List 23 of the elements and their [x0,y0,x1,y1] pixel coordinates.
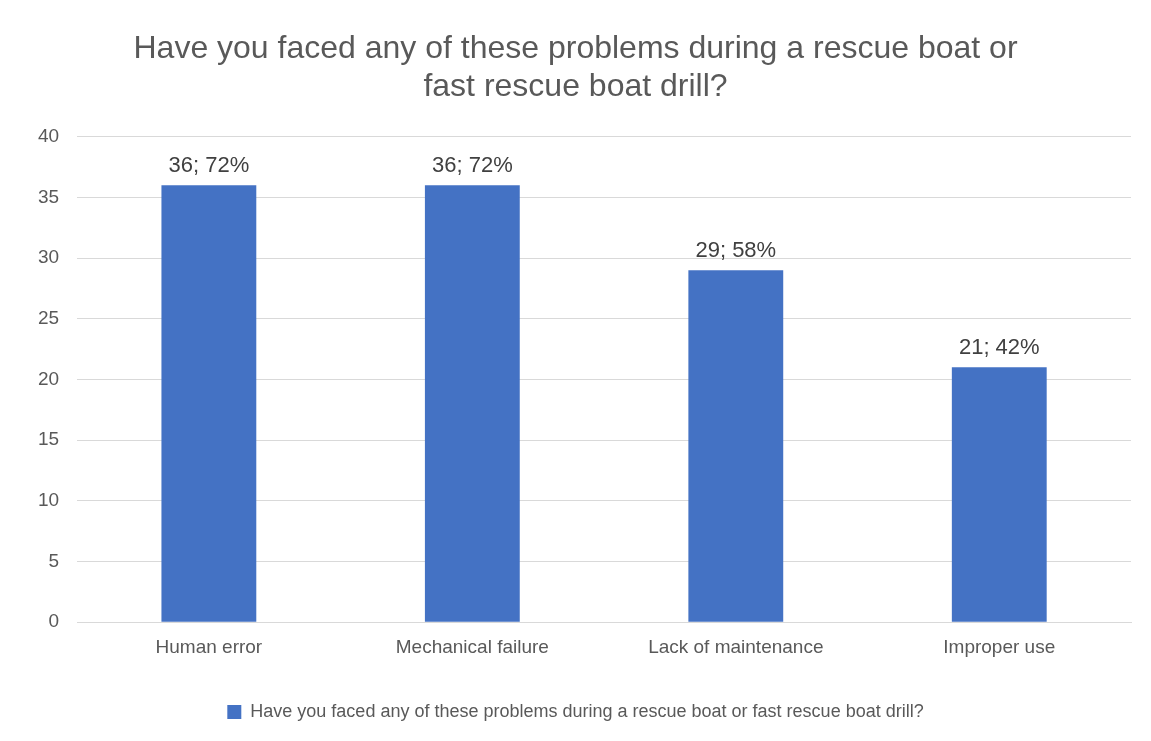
data-label: 21; 42% [958,334,1040,360]
bar [688,270,784,622]
bar [161,185,257,622]
y-tick-label: 0 [48,610,60,632]
y-tick-label: 40 [37,125,60,147]
bar [951,367,1047,622]
y-tick-label: 20 [37,367,60,389]
x-tick-label: Mechanical failure [395,635,549,657]
x-tick-label: Human error [155,635,263,657]
data-label: 36; 72% [168,152,250,178]
y-tick-label: 30 [37,246,60,268]
legend-label: Have you faced any of these problems during a rescue boat or fast rescue boat drill? [250,700,924,721]
data-label: 29; 58% [695,237,777,263]
x-tick-label: Improper use [943,635,1056,657]
y-tick-label: 35 [37,185,60,207]
bar [424,185,520,622]
y-tick-label: 10 [37,489,60,511]
y-tick-label: 5 [48,549,60,571]
data-label: 36; 72% [431,152,513,178]
y-tick-label: 15 [37,428,60,450]
x-tick-label: Lack of maintenance [648,635,824,657]
chart-title: Have you faced any of these problems during a rescue boat or fast rescue boat drill? [133,29,1018,104]
y-tick-label: 25 [37,307,60,329]
